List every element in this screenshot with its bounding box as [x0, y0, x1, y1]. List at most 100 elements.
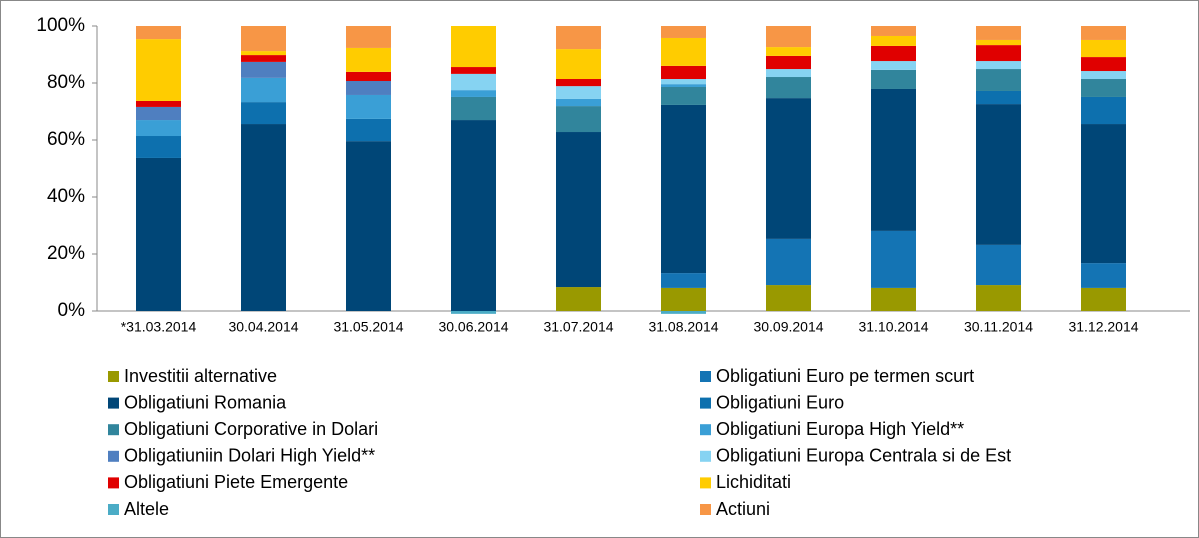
- bar-segment: [976, 90, 1021, 105]
- bar-segment: [766, 26, 811, 48]
- bar-segment: [451, 90, 496, 97]
- bar-segment: [556, 49, 601, 80]
- bar-segment: [766, 238, 811, 286]
- bar-segment: [661, 65, 706, 80]
- bar-segment: [1081, 263, 1126, 288]
- bar-segment: [661, 37, 706, 66]
- legend-swatch: [108, 477, 119, 489]
- bar-segment: [871, 61, 916, 70]
- legend-swatch: [108, 397, 119, 409]
- bar-segment: [1081, 96, 1126, 125]
- legend-label: Altele: [124, 499, 169, 519]
- bar-segment: [661, 287, 706, 311]
- bar-segment: [766, 69, 811, 78]
- bar-segment: [346, 26, 391, 48]
- bar-segment: [976, 285, 1021, 311]
- bar-segment: [871, 45, 916, 62]
- bar-segment: [241, 124, 286, 311]
- y-tick-label: 100%: [36, 15, 85, 36]
- bar-segment: [451, 26, 496, 68]
- bar-segment: [136, 26, 181, 40]
- bar-segment: [241, 77, 286, 103]
- legend-label: Investitii alternative: [124, 366, 277, 386]
- legend-swatch: [700, 371, 711, 382]
- bar-segment: [1081, 26, 1126, 40]
- bar-segment: [766, 98, 811, 239]
- bar-segment: [976, 244, 1021, 286]
- y-tick-label: 60%: [47, 129, 85, 150]
- bar-segment: [241, 102, 286, 125]
- bar-segment: [1081, 79, 1126, 97]
- bar-segment: [766, 77, 811, 99]
- bar-segment: [976, 61, 1021, 70]
- y-tick-label: 20%: [47, 243, 85, 264]
- bar-segment: [451, 67, 496, 74]
- bar-segment: [661, 79, 706, 85]
- bar-segment: [766, 47, 811, 56]
- y-tick-label: 80%: [47, 72, 85, 93]
- bar-segment: [661, 311, 706, 314]
- bar-segment: [976, 39, 1021, 46]
- legend-swatch: [700, 477, 711, 489]
- bar-segment: [346, 118, 391, 142]
- legend-label: Actiuni: [716, 499, 770, 519]
- bar-segment: [136, 106, 181, 121]
- bar-segment: [1081, 57, 1126, 72]
- bar-segment: [871, 35, 916, 46]
- bar-segment: [136, 100, 181, 107]
- x-tick-label: 31.07.2014: [543, 319, 613, 335]
- bar-segment: [1081, 287, 1126, 311]
- bar-segment: [661, 86, 706, 105]
- legend-swatch: [700, 504, 711, 515]
- bar-segment: [766, 285, 811, 311]
- y-tick-label: 0%: [58, 300, 86, 321]
- legend-swatch: [108, 450, 119, 462]
- bar-segment: [241, 55, 286, 62]
- bar-segment: [1081, 39, 1126, 58]
- bar-segment: [661, 84, 706, 87]
- legend-swatch: [108, 504, 119, 515]
- legend-swatch: [700, 424, 711, 436]
- bar-segment: [976, 26, 1021, 40]
- bar-segment: [871, 88, 916, 231]
- bar-segment: [346, 71, 391, 82]
- legend-label: Obligatiuni Romania: [124, 392, 287, 412]
- bar-segment: [241, 51, 286, 56]
- legend-label: Obligatiuni Euro: [716, 392, 844, 412]
- bar-segment: [661, 104, 706, 274]
- legend-swatch: [108, 371, 119, 382]
- bar-segment: [556, 86, 601, 99]
- legend-label: Obligatiuni Piete Emergente: [124, 472, 348, 492]
- bar-segment: [556, 26, 601, 50]
- bar-segment: [1081, 124, 1126, 264]
- legend-label: Lichiditati: [716, 472, 791, 492]
- x-tick-label: 31.10.2014: [858, 319, 928, 335]
- bar-segment: [346, 81, 391, 95]
- bar-segment: [451, 120, 496, 311]
- legend-label: Obligatiuni Europa Centrala si de Est: [716, 446, 1011, 466]
- bar-segment: [136, 157, 181, 311]
- legend-label: Obligatiuni Euro pe termen scurt: [716, 366, 974, 386]
- bar-segment: [346, 94, 391, 119]
- x-tick-label: 30.06.2014: [438, 319, 508, 335]
- bar-segment: [556, 98, 601, 107]
- bar-segment: [556, 106, 601, 133]
- bar-segment: [766, 55, 811, 70]
- bar-segment: [556, 79, 601, 87]
- x-tick-label: 30.04.2014: [228, 319, 298, 335]
- bar-segment: [871, 69, 916, 89]
- legend-label: Obligatiuniin Dolari High Yield**: [124, 446, 375, 466]
- bar-segment: [976, 69, 1021, 91]
- legend-label: Obligatiuni Europa High Yield**: [716, 419, 964, 439]
- bar-segment: [556, 287, 601, 311]
- bar-segment: [136, 136, 181, 158]
- y-tick-label: 40%: [47, 186, 85, 207]
- bar-segment: [136, 120, 181, 137]
- bar-segment: [136, 39, 181, 101]
- bar-segment: [871, 26, 916, 36]
- legend-swatch: [700, 397, 711, 409]
- bar-segment: [976, 45, 1021, 62]
- bar-segment: [346, 47, 391, 72]
- bar-segment: [871, 287, 916, 311]
